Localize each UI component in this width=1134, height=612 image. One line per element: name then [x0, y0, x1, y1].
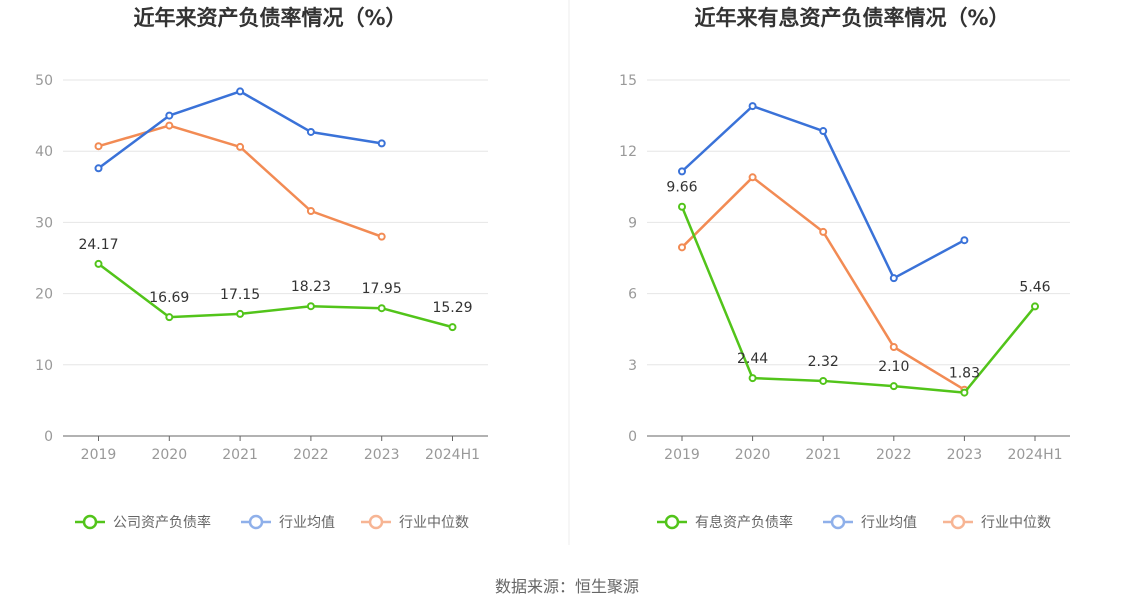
data-point — [165, 111, 174, 120]
data-point — [377, 139, 386, 148]
data-point — [889, 343, 898, 351]
legend-marker — [830, 514, 846, 530]
data-point — [94, 164, 103, 173]
y-tick-label: 12 — [619, 144, 637, 160]
y-tick-label: 30 — [35, 215, 53, 231]
legend-label: 行业均值 — [279, 515, 335, 531]
y-tick-label: 3 — [628, 358, 637, 374]
data-point — [678, 167, 686, 176]
legend-label: 行业均值 — [861, 515, 917, 531]
data-point — [306, 302, 315, 311]
y-tick-label: 0 — [44, 429, 53, 445]
legend-label: 行业中位数 — [981, 515, 1051, 531]
x-tick-label: 2019 — [664, 447, 700, 463]
data-point — [306, 127, 315, 136]
chart-title: 近年来资产负债率情况（%） — [133, 6, 406, 30]
data-label: 2.32 — [808, 354, 839, 370]
data-label: 9.66 — [666, 180, 697, 196]
x-tick-label: 2020 — [151, 447, 187, 463]
legend-marker — [950, 514, 966, 530]
legend-marker — [664, 514, 680, 530]
y-tick-label: 40 — [35, 144, 53, 160]
legend-marker — [82, 514, 98, 530]
legend-label: 行业中位数 — [399, 515, 469, 531]
y-tick-label: 0 — [628, 429, 637, 445]
data-point — [165, 313, 174, 322]
x-tick-label: 2024H1 — [425, 447, 480, 463]
data-point — [236, 87, 245, 96]
data-point — [960, 236, 969, 245]
x-tick-label: 2024H1 — [1007, 447, 1062, 463]
data-label: 16.69 — [149, 290, 189, 306]
legend-item[interactable]: 行业中位数 — [943, 514, 1051, 531]
x-tick-label: 2021 — [222, 447, 258, 463]
y-tick-label: 50 — [35, 73, 53, 89]
series-line — [98, 124, 383, 238]
chart-title: 近年来有息资产负债率情况（%） — [694, 6, 1009, 30]
data-point — [377, 304, 386, 313]
x-tick-label: 2023 — [947, 447, 983, 463]
data-point — [306, 207, 315, 216]
data-point — [889, 382, 898, 391]
legend-marker — [248, 514, 264, 530]
data-point — [377, 232, 386, 241]
x-tick-label: 2023 — [364, 447, 400, 463]
data-point — [236, 142, 245, 151]
data-point — [960, 388, 969, 397]
data-point — [678, 202, 686, 211]
legend-item[interactable]: 有息资产负债率 — [657, 514, 793, 531]
data-label: 24.17 — [78, 237, 118, 253]
data-source: 数据来源：恒生聚源 — [495, 577, 639, 596]
y-tick-label: 6 — [628, 287, 637, 303]
data-point — [819, 127, 828, 136]
data-point — [236, 309, 245, 318]
data-label: 17.15 — [220, 287, 260, 303]
data-label: 5.46 — [1019, 279, 1050, 295]
legend-item[interactable]: 行业均值 — [241, 514, 335, 531]
data-label: 15.29 — [432, 300, 472, 316]
x-tick-label: 2022 — [293, 447, 329, 463]
x-tick-label: 2021 — [805, 447, 841, 463]
data-point — [889, 274, 898, 283]
y-tick-label: 9 — [628, 215, 637, 231]
legend-label: 公司资产负债率 — [113, 514, 211, 531]
x-tick-label: 2020 — [735, 447, 771, 463]
data-label: 1.83 — [949, 366, 980, 382]
x-tick-label: 2022 — [876, 447, 912, 463]
data-point — [94, 259, 103, 268]
legend-item[interactable]: 公司资产负债率 — [75, 514, 211, 531]
data-point — [678, 243, 686, 252]
legend-item[interactable]: 行业均值 — [823, 514, 917, 531]
data-point — [448, 323, 457, 332]
legend-label: 有息资产负债率 — [695, 514, 793, 531]
x-tick-label: 2019 — [81, 447, 117, 463]
series-line — [97, 90, 382, 170]
series-line — [97, 262, 453, 329]
data-point — [1031, 302, 1039, 311]
data-point — [819, 376, 828, 385]
legend-marker — [368, 514, 384, 530]
data-point — [819, 227, 828, 236]
y-tick-label: 20 — [35, 287, 53, 303]
data-point — [748, 173, 757, 182]
series-line — [680, 206, 1036, 394]
legend-item[interactable]: 行业中位数 — [361, 514, 469, 531]
y-tick-label: 10 — [35, 358, 53, 374]
data-label: 2.44 — [737, 351, 768, 367]
data-label: 2.10 — [878, 359, 909, 375]
data-point — [748, 374, 757, 383]
debt-ratio-chart: 近年来资产负债率情况（%） 0 10 20 30 40 50 2019 2020 2021 2022… — [35, 6, 488, 531]
data-point — [165, 121, 174, 130]
interest-debt-ratio-chart: 近年来有息资产负债率情况（%） 0 3 6 9 12 15 2019 2020 2021 2022 2… — [619, 6, 1070, 531]
data-label: 17.95 — [362, 281, 402, 297]
data-label: 18.23 — [291, 279, 331, 295]
y-tick-label: 15 — [619, 73, 637, 89]
data-point — [748, 102, 757, 111]
data-point — [94, 142, 103, 151]
